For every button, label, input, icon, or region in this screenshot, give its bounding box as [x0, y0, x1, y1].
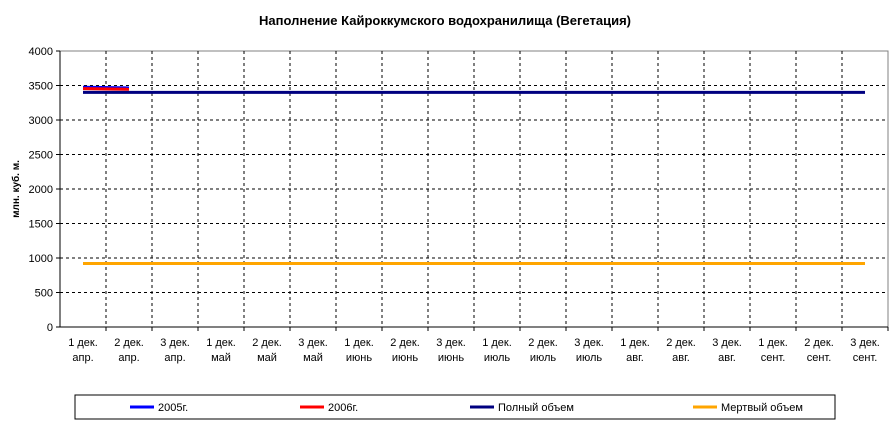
x-tick-label-line: 3 дек.: [298, 337, 328, 349]
x-tick-label-line: сент.: [853, 352, 878, 364]
x-tick-label: 3 дек. авг.: [712, 337, 742, 364]
x-tick-label: 1 дек. май: [206, 337, 236, 364]
x-tick-label-line: 1 дек.: [68, 337, 98, 349]
x-tick-label: 3 дек. май: [298, 337, 328, 364]
x-tick-label: 2 дек. май: [252, 337, 282, 364]
x-tick-label-line: 2 дек.: [528, 337, 558, 349]
y-tick-label: 1000: [29, 253, 53, 265]
x-tick-label-line: 3 дек.: [712, 337, 742, 349]
x-tick-label: 3 дек. июнь: [436, 337, 466, 364]
x-tick-label-line: 1 дек.: [206, 337, 236, 349]
x-tick-label: 2 дек. авг.: [666, 337, 696, 364]
x-tick-label-line: 2 дек.: [390, 337, 420, 349]
y-axis-label: млн. куб. м.: [10, 160, 22, 218]
x-tick-label: 3 дек. апр.: [160, 337, 190, 364]
x-tick-label: 1 дек. сент.: [758, 337, 788, 364]
y-tick-label: 500: [35, 288, 53, 300]
x-tick-label-line: апр.: [118, 352, 139, 364]
x-tick-label-line: июнь: [392, 352, 418, 364]
x-tick-label-line: июнь: [438, 352, 464, 364]
x-tick-label-line: 1 дек.: [344, 337, 374, 349]
y-tick-label: 1500: [29, 219, 53, 231]
x-tick-label-line: 2 дек.: [114, 337, 144, 349]
x-tick-label: 3 дек. июль: [574, 337, 604, 364]
y-tick-label: 2500: [29, 150, 53, 162]
y-tick-label: 4000: [29, 46, 53, 58]
x-tick-label: 2 дек. апр.: [114, 337, 144, 364]
x-tick-label-line: июль: [484, 352, 511, 364]
x-tick-label-line: 1 дек.: [758, 337, 788, 349]
x-tick-label-line: май: [303, 352, 323, 364]
x-tick-label-line: май: [211, 352, 231, 364]
x-tick-label: 1 дек. июль: [482, 337, 512, 364]
x-tick-label-line: 2 дек.: [804, 337, 834, 349]
x-tick-label-line: авг.: [718, 352, 736, 364]
x-tick-label-line: июль: [576, 352, 603, 364]
chart-title: Наполнение Кайроккумского водохранилища …: [259, 13, 631, 28]
x-tick-label-line: 2 дек.: [666, 337, 696, 349]
x-tick-label-line: апр.: [164, 352, 185, 364]
x-tick-label-line: 2 дек.: [252, 337, 282, 349]
legend-label: 2005г.: [158, 402, 188, 414]
x-tick-label-line: сент.: [807, 352, 832, 364]
x-tick-label-line: июнь: [346, 352, 372, 364]
legend: [74, 394, 836, 420]
x-tick-label: 2 дек. сент.: [804, 337, 834, 364]
x-tick-label: 2 дек. июнь: [390, 337, 420, 364]
x-tick-label: 1 дек. июнь: [344, 337, 374, 364]
y-tick-label: 0: [47, 322, 53, 334]
x-tick-label-line: 1 дек.: [620, 337, 650, 349]
x-tick-label: 1 дек. апр.: [68, 337, 98, 364]
x-tick-label-line: авг.: [626, 352, 644, 364]
series-line: [82, 87, 130, 91]
x-tick-label-line: авг.: [672, 352, 690, 364]
legend-label: 2006г.: [328, 402, 358, 414]
x-tick-label-line: 3 дек.: [850, 337, 880, 349]
x-tick-label: 2 дек. июль: [528, 337, 558, 364]
x-tick-label-line: сент.: [761, 352, 786, 364]
x-tick-label-line: апр.: [72, 352, 93, 364]
x-tick-label: 1 дек. авг.: [620, 337, 650, 364]
legend-label: Мертвый объем: [721, 402, 803, 414]
x-tick-label: 3 дек. сент.: [850, 337, 880, 364]
x-tick-label-line: 1 дек.: [482, 337, 512, 349]
x-tick-label-line: 3 дек.: [436, 337, 466, 349]
x-tick-label-line: май: [257, 352, 277, 364]
x-tick-label-line: 3 дек.: [160, 337, 190, 349]
legend-label: Полный объем: [498, 402, 574, 414]
y-tick-label: 3000: [29, 115, 53, 127]
y-tick-label: 3500: [29, 81, 53, 93]
y-tick-label: 2000: [29, 184, 53, 196]
x-tick-label-line: июль: [530, 352, 557, 364]
x-tick-label-line: 3 дек.: [574, 337, 604, 349]
